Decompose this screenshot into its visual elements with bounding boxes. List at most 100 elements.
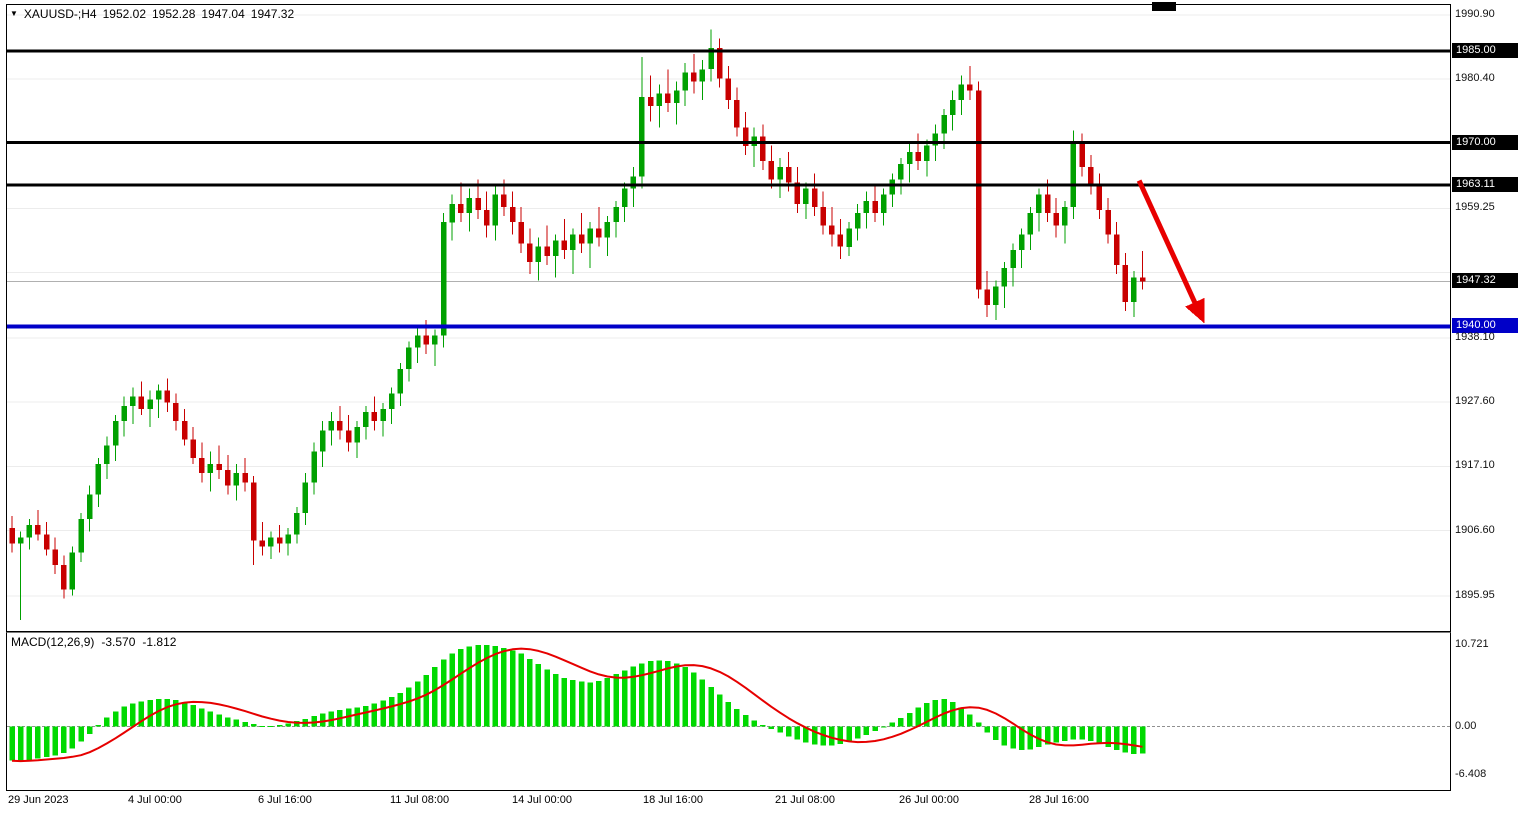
candle-body bbox=[104, 445, 110, 464]
symbol-dropdown-icon[interactable]: ▼ bbox=[10, 9, 18, 18]
candle-body bbox=[665, 93, 671, 103]
candle-body bbox=[302, 482, 309, 513]
macd-histogram-bar bbox=[492, 645, 499, 727]
macd-histogram-bar bbox=[138, 701, 145, 727]
candle-body bbox=[216, 463, 222, 470]
price-scale[interactable]: 1990.90 1985.00 1980.40 1970.00 1963.11 1959.… bbox=[1451, 0, 1526, 813]
macd-histogram-bar bbox=[751, 720, 757, 727]
macd-histogram-bar bbox=[656, 660, 662, 727]
candle-body bbox=[414, 335, 421, 348]
macd-histogram-bar bbox=[199, 708, 205, 727]
macd-histogram-bar bbox=[829, 726, 835, 746]
macd-histogram-bar bbox=[725, 702, 732, 727]
price-level-line-1970.00[interactable] bbox=[7, 141, 1450, 145]
macd-histogram-bar bbox=[1105, 726, 1111, 747]
sell-arrow-annotation[interactable] bbox=[1136, 179, 1205, 324]
candle-body bbox=[984, 289, 990, 305]
candle-body bbox=[561, 240, 568, 250]
candle-body bbox=[829, 225, 835, 235]
candle-body bbox=[587, 228, 593, 244]
macd-histogram-bar bbox=[630, 666, 637, 727]
macd-histogram-bar bbox=[932, 699, 939, 727]
candle-body bbox=[1105, 210, 1111, 235]
top-right-marker bbox=[1152, 2, 1176, 11]
macd-histogram-bar bbox=[423, 674, 429, 727]
candle-body bbox=[501, 194, 507, 207]
candle-body bbox=[760, 136, 766, 162]
macd-histogram-bar bbox=[803, 726, 809, 743]
macd-histogram-bar bbox=[173, 699, 179, 727]
macd-histogram-bar bbox=[863, 726, 870, 735]
macd-histogram-bar bbox=[587, 682, 593, 727]
price-level-line-1963.11[interactable] bbox=[7, 183, 1450, 187]
price-scale-label-1990.90: 1990.90 bbox=[1455, 8, 1495, 20]
candle-body bbox=[604, 222, 611, 238]
macd-histogram-bar bbox=[112, 711, 119, 727]
macd-indicator-panel[interactable]: MACD(12,26,9) -3.570 -1.812 bbox=[6, 632, 1451, 791]
candle-body bbox=[578, 234, 585, 244]
candle-body bbox=[794, 182, 801, 204]
macd-histogram-bar bbox=[483, 645, 490, 727]
macd-histogram-bar bbox=[1062, 726, 1068, 741]
time-axis[interactable]: 29 Jun 2023 4 Jul 00:00 6 Jul 16:00 11 Jul … bbox=[0, 791, 1526, 813]
macd-histogram-bar bbox=[578, 681, 585, 727]
candle-body bbox=[949, 99, 956, 116]
price-scale-label-10.721: 10.721 bbox=[1455, 638, 1489, 650]
macd-histogram-bar bbox=[52, 726, 58, 756]
candle-body bbox=[466, 197, 473, 214]
time-axis-label: 6 Jul 16:00 bbox=[258, 794, 312, 806]
candle-body bbox=[190, 439, 196, 458]
main-chart-panel[interactable]: ▼ XAUUSD-;H4 1952.02 1952.28 1947.04 194… bbox=[6, 4, 1451, 632]
macd-histogram-bar bbox=[1036, 726, 1042, 747]
macd-histogram-bar bbox=[294, 721, 300, 727]
price-level-line-1940.00[interactable] bbox=[7, 324, 1450, 329]
candle-body bbox=[544, 246, 550, 256]
macd-histogram-bar bbox=[552, 674, 559, 727]
macd-histogram-bar bbox=[207, 711, 214, 727]
candle-body bbox=[993, 286, 999, 305]
macd-histogram-bar bbox=[406, 687, 412, 727]
macd-histogram-bar bbox=[432, 667, 438, 727]
candle-body bbox=[311, 451, 317, 483]
macd-histogram-bar bbox=[691, 672, 697, 727]
price-scale-label-1906.60: 1906.60 bbox=[1455, 524, 1495, 536]
macd-histogram-bar bbox=[250, 724, 257, 727]
macd-histogram-bar bbox=[665, 661, 671, 727]
candle-body bbox=[647, 96, 654, 106]
price-chart-canvas[interactable] bbox=[7, 5, 1450, 631]
candle-body bbox=[863, 200, 870, 213]
candle-body bbox=[527, 243, 533, 263]
macd-histogram-bar bbox=[1088, 726, 1094, 741]
candle-body bbox=[259, 540, 266, 547]
macd-histogram-bar bbox=[993, 726, 999, 741]
candle-body bbox=[1139, 277, 1146, 282]
candle-body bbox=[518, 222, 524, 244]
candle-body bbox=[941, 115, 947, 134]
macd-histogram-bar bbox=[1079, 726, 1085, 740]
time-axis-label: 11 Jul 08:00 bbox=[390, 794, 450, 806]
candle-body bbox=[846, 228, 852, 247]
candle-body bbox=[1113, 234, 1120, 266]
macd-chart-canvas[interactable] bbox=[7, 633, 1450, 790]
macd-histogram-bar bbox=[363, 706, 369, 727]
macd-histogram-bar bbox=[458, 649, 464, 727]
candle-body bbox=[112, 421, 119, 446]
macd-histogram-bar bbox=[906, 712, 913, 727]
macd-histogram-bar bbox=[984, 726, 990, 733]
candle-body bbox=[440, 222, 447, 336]
macd-histogram-bar bbox=[613, 674, 619, 727]
candle-body bbox=[1088, 167, 1094, 186]
macd-histogram-bar bbox=[69, 726, 76, 749]
macd-histogram-bar bbox=[846, 726, 852, 742]
candle-body bbox=[276, 537, 283, 544]
macd-histogram-bar bbox=[872, 726, 878, 732]
candle-body bbox=[268, 537, 274, 547]
candle-body bbox=[121, 405, 127, 422]
macd-histogram-bar bbox=[449, 653, 455, 727]
indicator-name: MACD(12,26,9) bbox=[11, 635, 95, 649]
macd-histogram-bar bbox=[1044, 726, 1051, 745]
price-badge-1985.00: 1985.00 bbox=[1452, 43, 1518, 58]
macd-histogram-bar bbox=[1070, 726, 1077, 740]
price-level-line-1985.00[interactable] bbox=[7, 49, 1450, 53]
